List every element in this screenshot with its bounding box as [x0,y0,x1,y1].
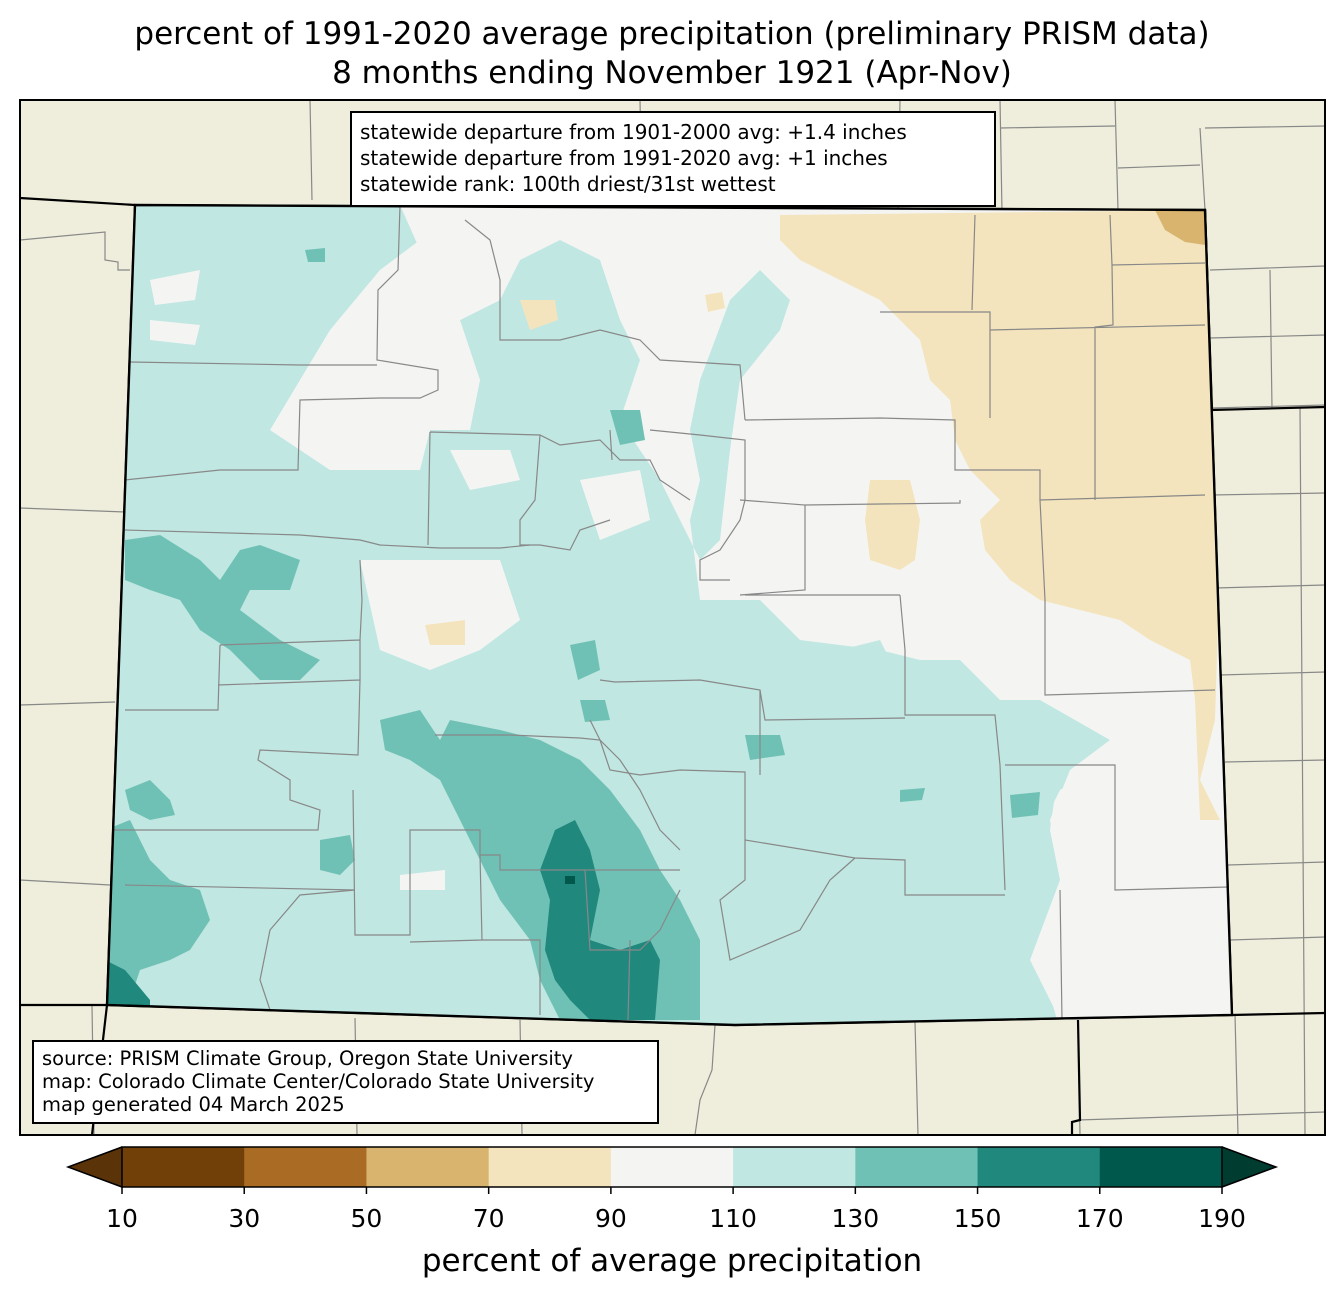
colorbar-tick-label: 90 [594,1204,627,1233]
map-frame [19,99,1326,1136]
colorbar-cell-110-130 [733,1147,856,1187]
source-box: source: PRISM Climate Group, Oregon Stat… [32,1040,659,1124]
colorbar-cell-150-170 [977,1147,1101,1187]
colorbar-cell-170-190 [1099,1147,1223,1187]
stats-departure-1901-2000: statewide departure from 1901-2000 avg: … [360,120,907,144]
statewide-stats-box: statewide departure from 1901-2000 avg: … [350,111,996,207]
colorbar-cell-50-70 [366,1147,490,1187]
colorbar-tick-label: 70 [472,1204,505,1233]
colorbar-cell-30-50 [244,1147,367,1187]
generated-date-line: map generated 04 March 2025 [42,1093,345,1116]
colorbar [65,1146,1279,1194]
source-line: source: PRISM Climate Group, Oregon Stat… [42,1047,573,1070]
colorbar-tick-label: 150 [953,1204,1002,1233]
colorbar-cell-70-90 [488,1147,612,1187]
colorbar-tick-label: 110 [709,1204,757,1233]
colorbar-cell-90-110 [610,1147,734,1187]
colorbar-label: percent of average precipitation [421,1243,923,1279]
colorbar-tick-label: 190 [1198,1204,1246,1233]
stats-departure-1991-2020: statewide departure from 1991-2020 avg: … [360,146,888,170]
colorado-county-lines [110,205,1229,1021]
colorbar-tick-label: 50 [350,1204,383,1233]
colorado-precipitation-field [107,205,1232,1025]
colorbar-tick-label: 170 [1075,1204,1124,1233]
colorbar-cell-10-30 [122,1147,245,1187]
colorbar-cell-130-150 [855,1147,979,1187]
colorbar-extend-low [68,1147,122,1187]
colorbar-tick-label: 30 [228,1204,261,1233]
map-title-line-1: percent of 1991-2020 average precipitati… [134,16,1210,52]
colorbar-tick-label: 130 [831,1204,880,1233]
colorbar-tick-label: 10 [106,1204,138,1233]
stats-rank: statewide rank: 100th driest/31st wettes… [360,172,776,196]
colorbar-extend-high [1222,1147,1276,1187]
colorado-state-outline [105,203,1234,1027]
map-credit-line: map: Colorado Climate Center/Colorado St… [42,1070,595,1093]
map-title-line-2: 8 months ending November 1921 (Apr-Nov) [332,55,1012,91]
